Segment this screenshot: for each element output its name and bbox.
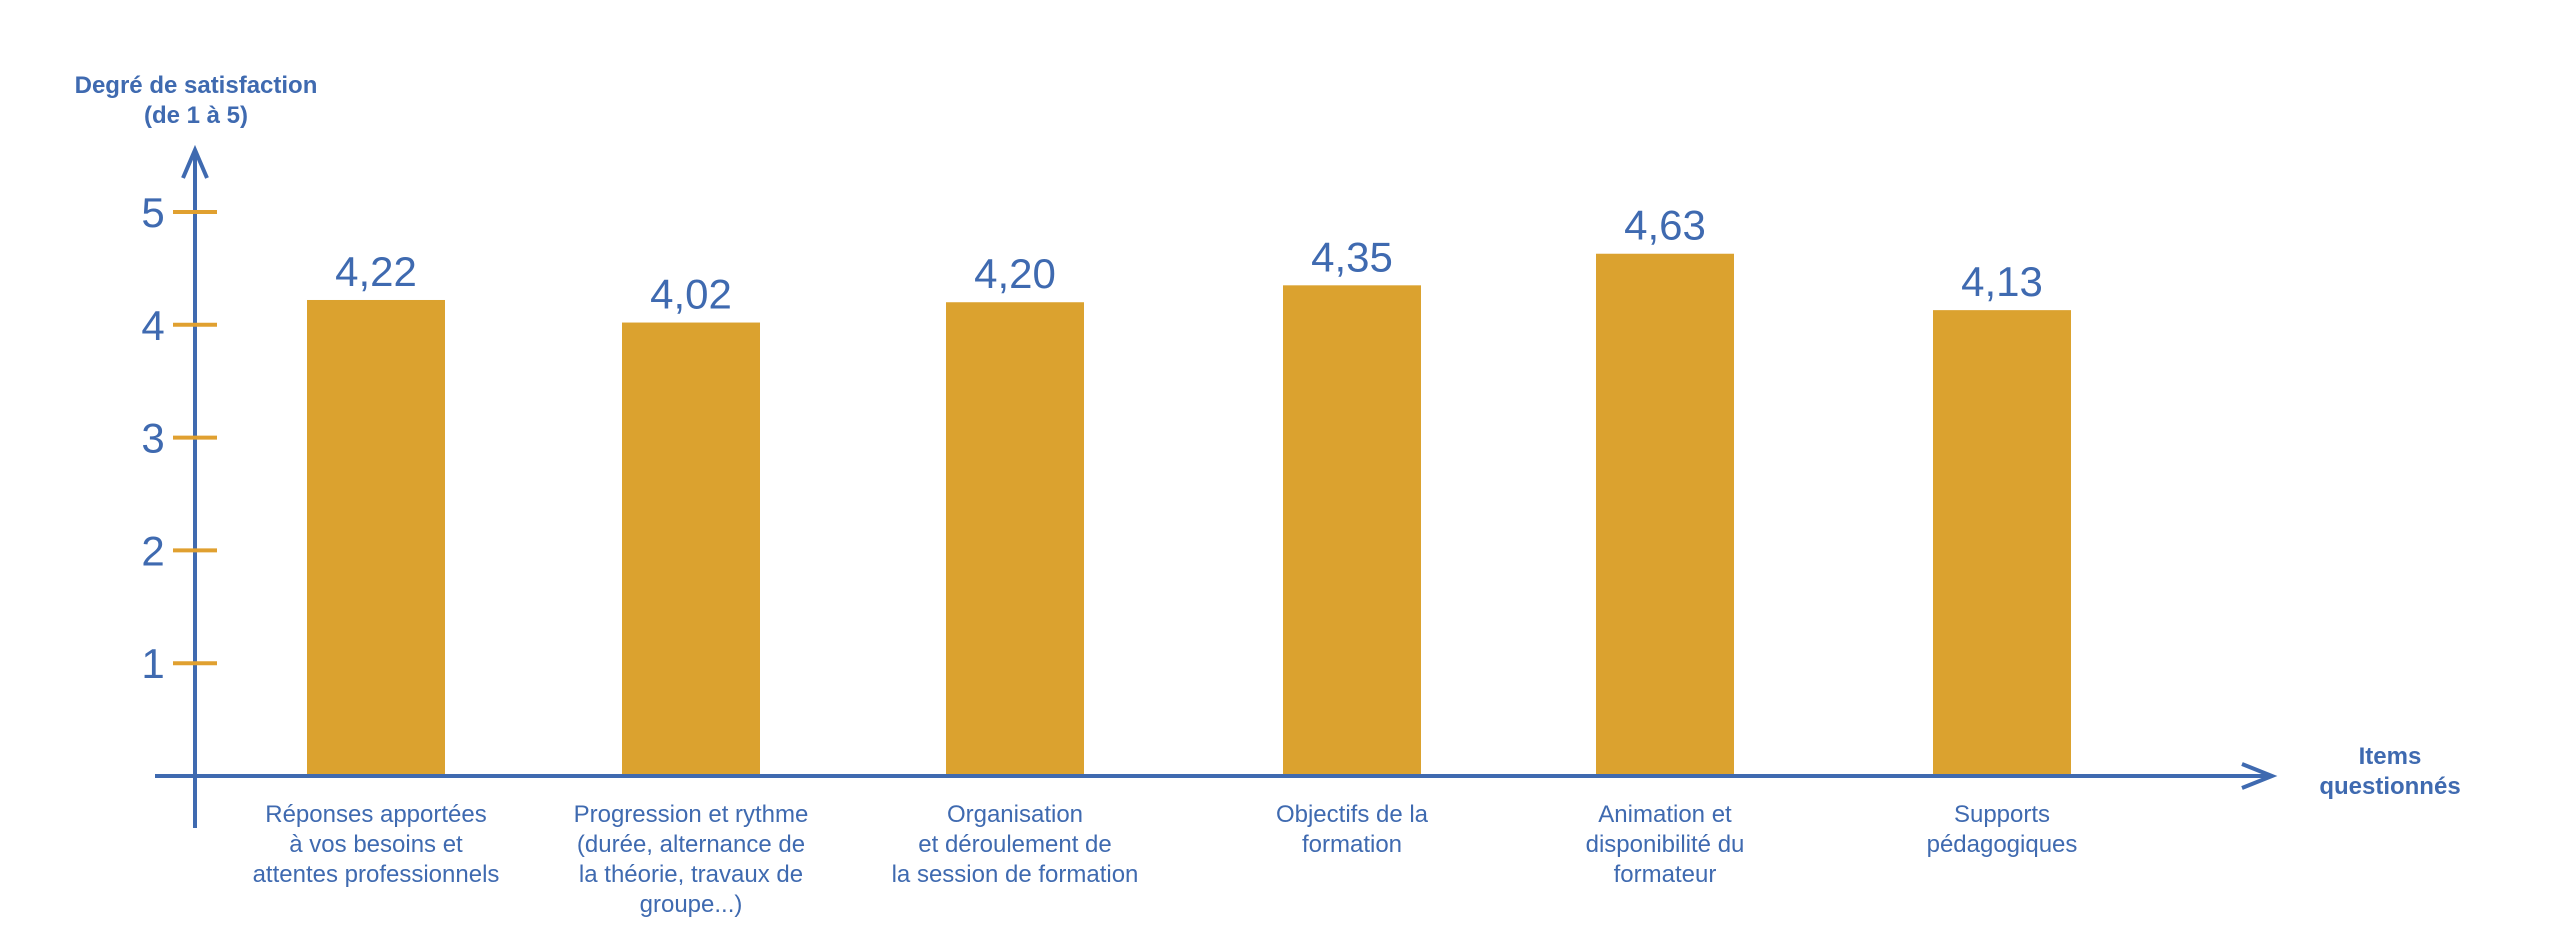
y-axis-title-line-1: Degré de satisfaction [75, 72, 318, 99]
x-axis-title-line-1: Items [2359, 743, 2422, 770]
x-axis-arrow-icon [2241, 762, 2278, 790]
category-label-2-line-2: (durée, alternance de [577, 831, 805, 858]
bar-5 [1596, 253, 1734, 777]
value-label-2: 4,02 [650, 271, 732, 318]
value-label-3: 4,20 [974, 250, 1056, 297]
category-label-1-line-2: à vos besoins et [289, 831, 463, 858]
y-tick-label-1: 1 [141, 640, 164, 687]
bar-6 [1933, 310, 2071, 776]
category-label-1-line-3: attentes professionnels [253, 861, 500, 888]
category-label-5-line-1: Animation et [1598, 801, 1732, 828]
y-axis-title-line-2: (de 1 à 5) [144, 102, 248, 129]
category-label-3-line-2: et déroulement de [918, 831, 1111, 858]
x-axis-title-line-2: questionnés [2319, 773, 2460, 800]
bar-3 [946, 302, 1084, 776]
value-label-1: 4,22 [335, 248, 417, 295]
bar-1 [307, 299, 445, 776]
category-label-1-line-1: Réponses apportées [265, 801, 486, 828]
category-label-2-line-3: la théorie, travaux de [579, 861, 803, 888]
value-label-6: 4,13 [1961, 258, 2043, 305]
y-axis-arrow-icon [181, 144, 209, 179]
category-label-6-line-2: pédagogiques [1927, 831, 2078, 858]
category-label-5-line-3: formateur [1614, 861, 1717, 888]
bar-4 [1283, 285, 1421, 776]
value-label-5: 4,63 [1624, 202, 1706, 249]
y-tick-label-5: 5 [141, 189, 164, 236]
category-label-3-line-1: Organisation [947, 801, 1083, 828]
y-tick-label-3: 3 [141, 415, 164, 462]
y-tick-label-4: 4 [141, 302, 164, 349]
category-label-2-line-1: Progression et rythme [574, 801, 809, 828]
category-label-4-line-2: formation [1302, 831, 1402, 858]
category-label-2-line-4: groupe...) [640, 891, 743, 918]
value-label-4: 4,35 [1311, 233, 1393, 280]
category-label-4-line-1: Objectifs de la [1276, 801, 1429, 828]
category-label-3-line-3: la session de formation [892, 861, 1139, 888]
category-label-5-line-2: disponibilité du [1586, 831, 1745, 858]
category-label-6-line-1: Supports [1954, 801, 2050, 828]
y-tick-label-2: 2 [141, 527, 164, 574]
bar-2 [622, 322, 760, 776]
